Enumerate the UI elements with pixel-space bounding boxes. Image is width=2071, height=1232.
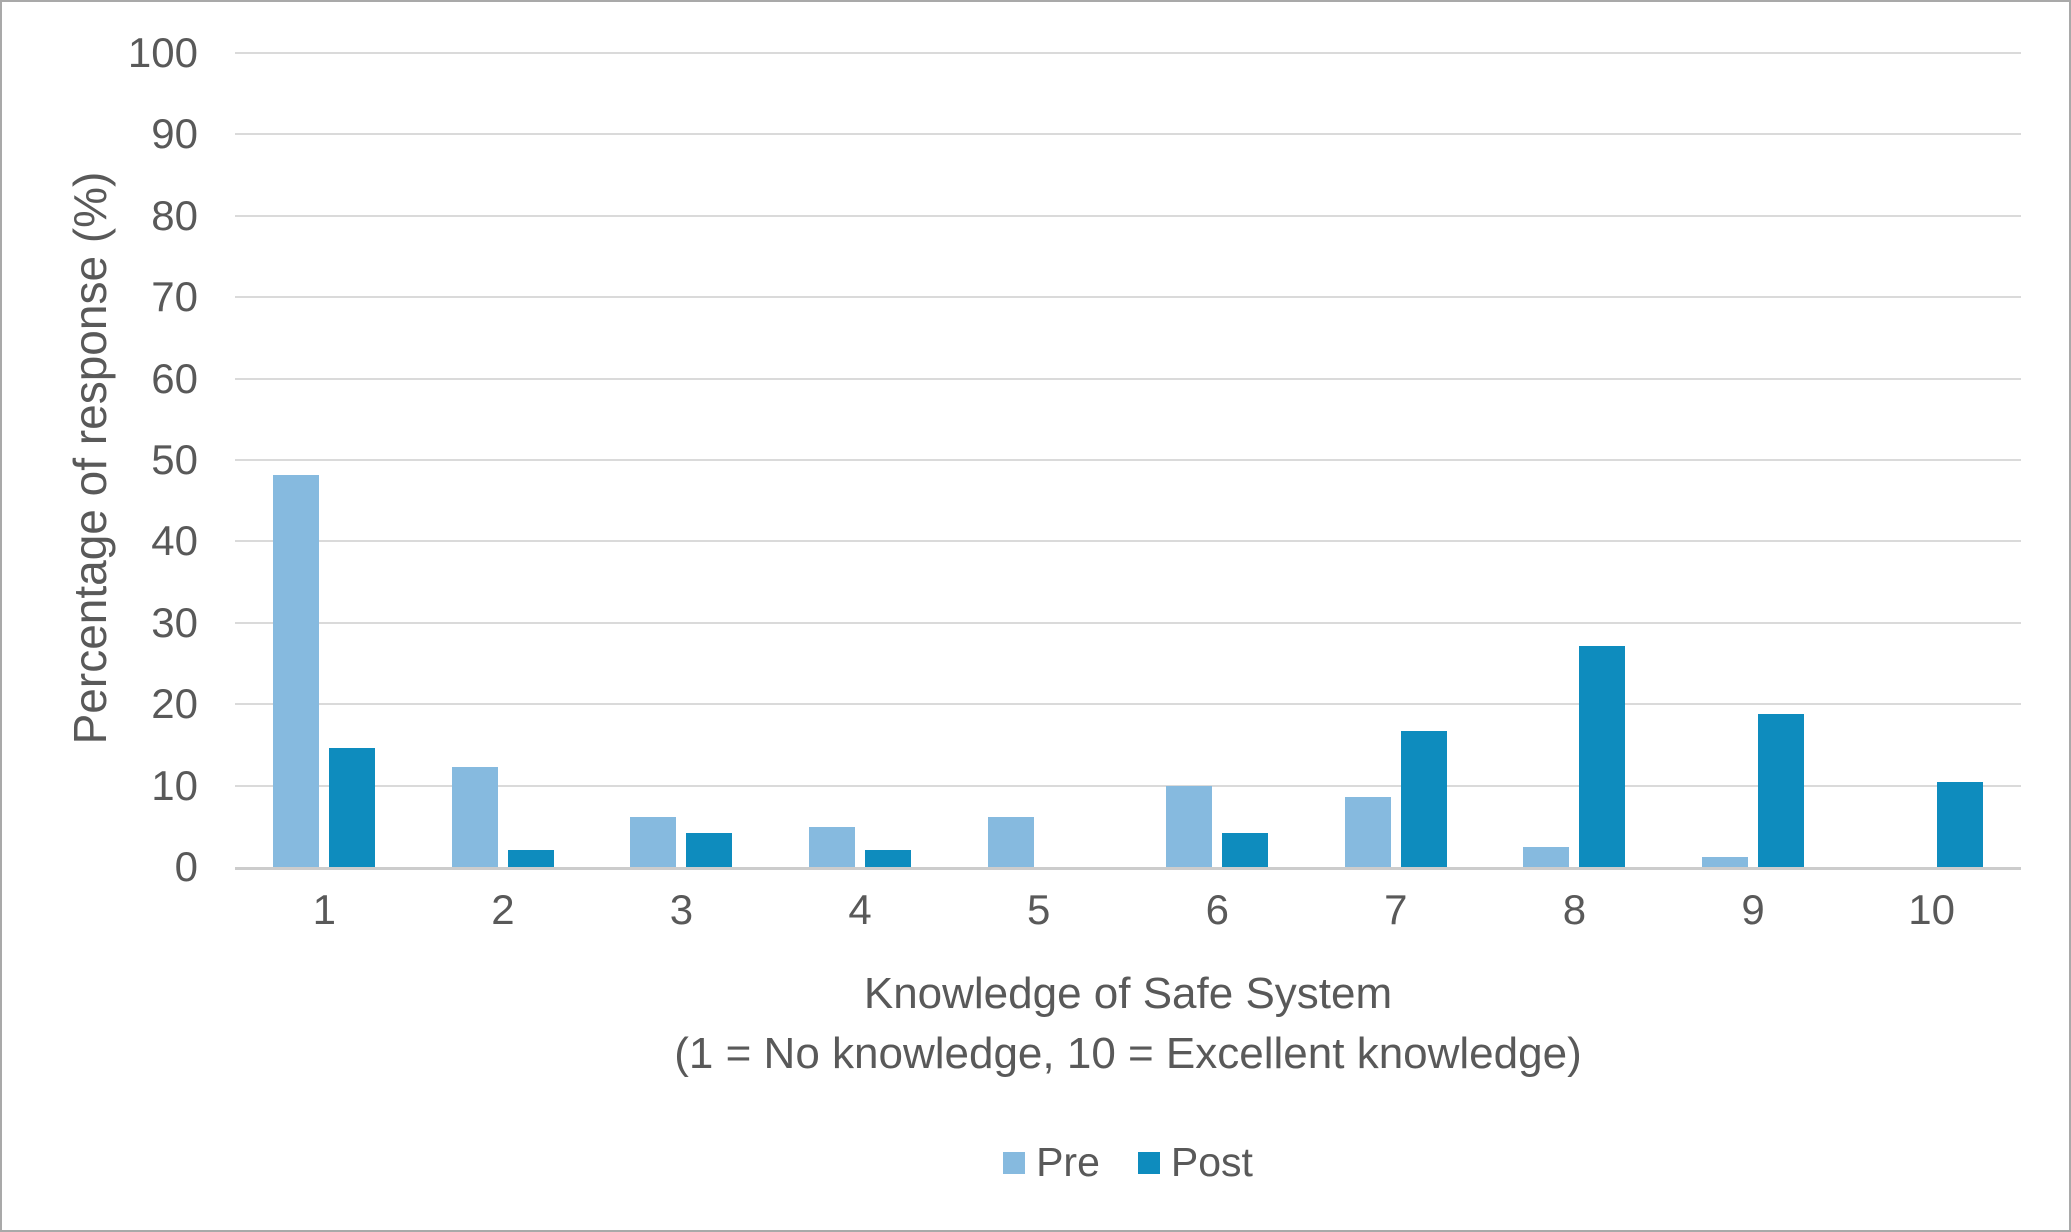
bar-group-4 [771, 53, 950, 867]
gridline-20 [235, 703, 2021, 706]
bar-post-6 [1222, 833, 1269, 867]
legend-entry-pre: Pre [1003, 1139, 1100, 1186]
x-axis-title-line2: (1 = No knowledge, 10 = Excellent knowle… [674, 1029, 1582, 1078]
bar-pre-9 [1702, 857, 1749, 867]
x-tick-label-7: 7 [1384, 886, 1408, 933]
x-tick-label-8: 8 [1562, 886, 1587, 933]
bar-post-7 [1400, 731, 1447, 867]
bar-pre-6 [1166, 786, 1213, 867]
y-tick-label-10: 10 [151, 761, 198, 809]
x-tick-label-2: 2 [491, 886, 515, 933]
gridline-90 [235, 133, 2021, 136]
gridline-50 [235, 459, 2021, 461]
legend-entry-post: Post [1137, 1139, 1253, 1186]
bar-pre-2 [451, 767, 498, 867]
gridline-100 [235, 52, 2021, 54]
bar-pre-7 [1344, 797, 1391, 867]
x-tick-label-6: 6 [1205, 886, 1229, 933]
bar-post-3 [686, 833, 733, 867]
x-tick-label-1: 1 [312, 886, 336, 933]
plot-area [235, 52, 2021, 870]
bar-group-6 [1128, 53, 1307, 867]
bar-group-8 [1485, 53, 1664, 867]
bar-post-4 [865, 850, 912, 867]
bar-post-9 [1758, 714, 1805, 867]
bar-pre-1 [273, 475, 320, 867]
x-axis-title: Knowledge of Safe System (1 = No knowled… [235, 964, 2021, 1084]
y-tick-label-30: 30 [151, 598, 198, 646]
bar-series-area [235, 53, 2021, 867]
legend: Pre Post [235, 1139, 2021, 1186]
legend-label-post: Post [1170, 1139, 1253, 1185]
y-tick-label-80: 80 [151, 191, 198, 239]
bar-group-7 [1307, 53, 1486, 867]
bar-post-2 [507, 850, 554, 867]
gridline-30 [235, 621, 2021, 624]
y-tick-label-40: 40 [151, 517, 198, 565]
y-tick-label-20: 20 [151, 680, 198, 728]
bar-group-5 [949, 53, 1128, 867]
y-tick-label-90: 90 [151, 110, 198, 158]
x-tick-label-4: 4 [848, 886, 872, 933]
bar-post-8 [1579, 646, 1626, 867]
y-tick-label-50: 50 [151, 436, 198, 483]
bar-pre-8 [1523, 847, 1570, 867]
bar-group-9 [1664, 53, 1843, 867]
y-tick-label-70: 70 [151, 273, 198, 321]
bar-pre-3 [630, 817, 677, 867]
bar-group-1 [235, 53, 414, 867]
bar-group-3 [592, 53, 771, 867]
x-axis-tick-labels: 1 2 3 4 5 6 7 8 9 10 [235, 886, 2021, 934]
bar-post-1 [329, 748, 376, 867]
bar-pre-4 [809, 827, 856, 867]
bar-group-10 [1842, 53, 2021, 867]
bar-post-10 [1936, 782, 1983, 867]
y-tick-label-60: 60 [151, 354, 198, 402]
gridline-40 [235, 540, 2021, 543]
y-tick-label-100: 100 [127, 29, 198, 76]
gridline-10 [235, 784, 2021, 787]
x-axis-title-line1: Knowledge of Safe System [863, 969, 1393, 1018]
gridline-70 [235, 296, 2021, 299]
y-axis-tick-labels: 0 10 20 30 40 50 60 70 80 90 100 [2, 29, 198, 890]
gridline-80 [235, 214, 2021, 217]
bar-pre-5 [987, 817, 1034, 867]
x-tick-label-3: 3 [669, 886, 694, 933]
y-tick-label-0: 0 [174, 843, 198, 890]
x-tick-label-5: 5 [1026, 886, 1051, 933]
gridline-60 [235, 377, 2021, 380]
legend-swatch-pre-icon [1003, 1151, 1026, 1174]
legend-swatch-post-icon [1137, 1151, 1160, 1174]
bar-group-2 [414, 53, 593, 867]
legend-label-pre: Pre [1036, 1139, 1100, 1185]
x-tick-label-9: 9 [1741, 886, 1765, 933]
x-tick-label-10: 10 [1908, 886, 1955, 933]
